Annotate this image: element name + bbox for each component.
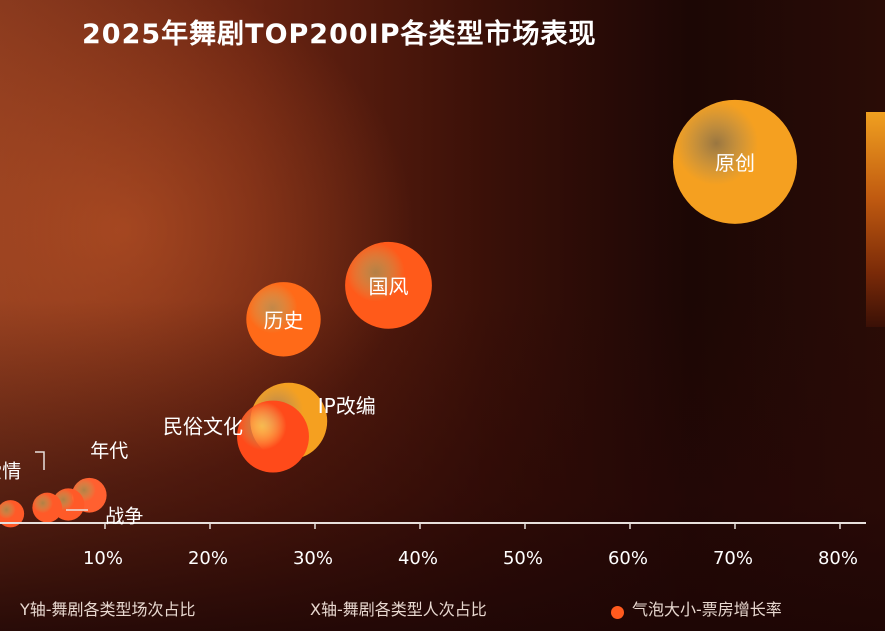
legend-bubble-size: 气泡大小-票房增长率: [632, 600, 782, 619]
x-tick-label: 20%: [188, 548, 228, 569]
legend-bubble-icon: [611, 606, 624, 619]
leader-line: [35, 451, 45, 470]
x-tick-label: 40%: [398, 548, 438, 569]
bubble-国风: [345, 241, 432, 329]
bubble-label: 国风: [369, 274, 409, 298]
x-tick-label: 10%: [83, 548, 123, 569]
bubble-label: 原创: [715, 151, 755, 175]
x-tick-label: 50%: [503, 548, 543, 569]
legend-y-axis: Y轴-舞剧各类型场次占比: [20, 600, 196, 619]
side-photo-strip: [866, 112, 885, 327]
bubble-label: 爱情: [0, 461, 21, 483]
x-tick-label: 70%: [713, 548, 753, 569]
legend-x-axis: X轴-舞剧各类型人次占比: [310, 600, 487, 619]
x-tick-label: 30%: [293, 548, 333, 569]
bubble-label: 战争: [105, 505, 143, 527]
bubble-爱情: [32, 492, 63, 523]
chart-title: 2025年舞剧TOP200IP各类型市场表现: [82, 19, 597, 50]
bubble-label: 民俗文化: [163, 415, 243, 439]
bubble-label: IP改编: [318, 394, 376, 418]
bubble-历史: [246, 282, 321, 357]
background-fog: [0, 300, 885, 631]
x-tick-label: 80%: [818, 548, 858, 569]
bubble-label: 年代: [90, 440, 128, 462]
bubble-民俗文化: [237, 400, 309, 473]
bubble-unlabeled: [0, 500, 25, 528]
bubble-原创: [673, 99, 797, 224]
x-tick-label: 60%: [608, 548, 648, 569]
bubble-label: 历史: [264, 308, 304, 332]
